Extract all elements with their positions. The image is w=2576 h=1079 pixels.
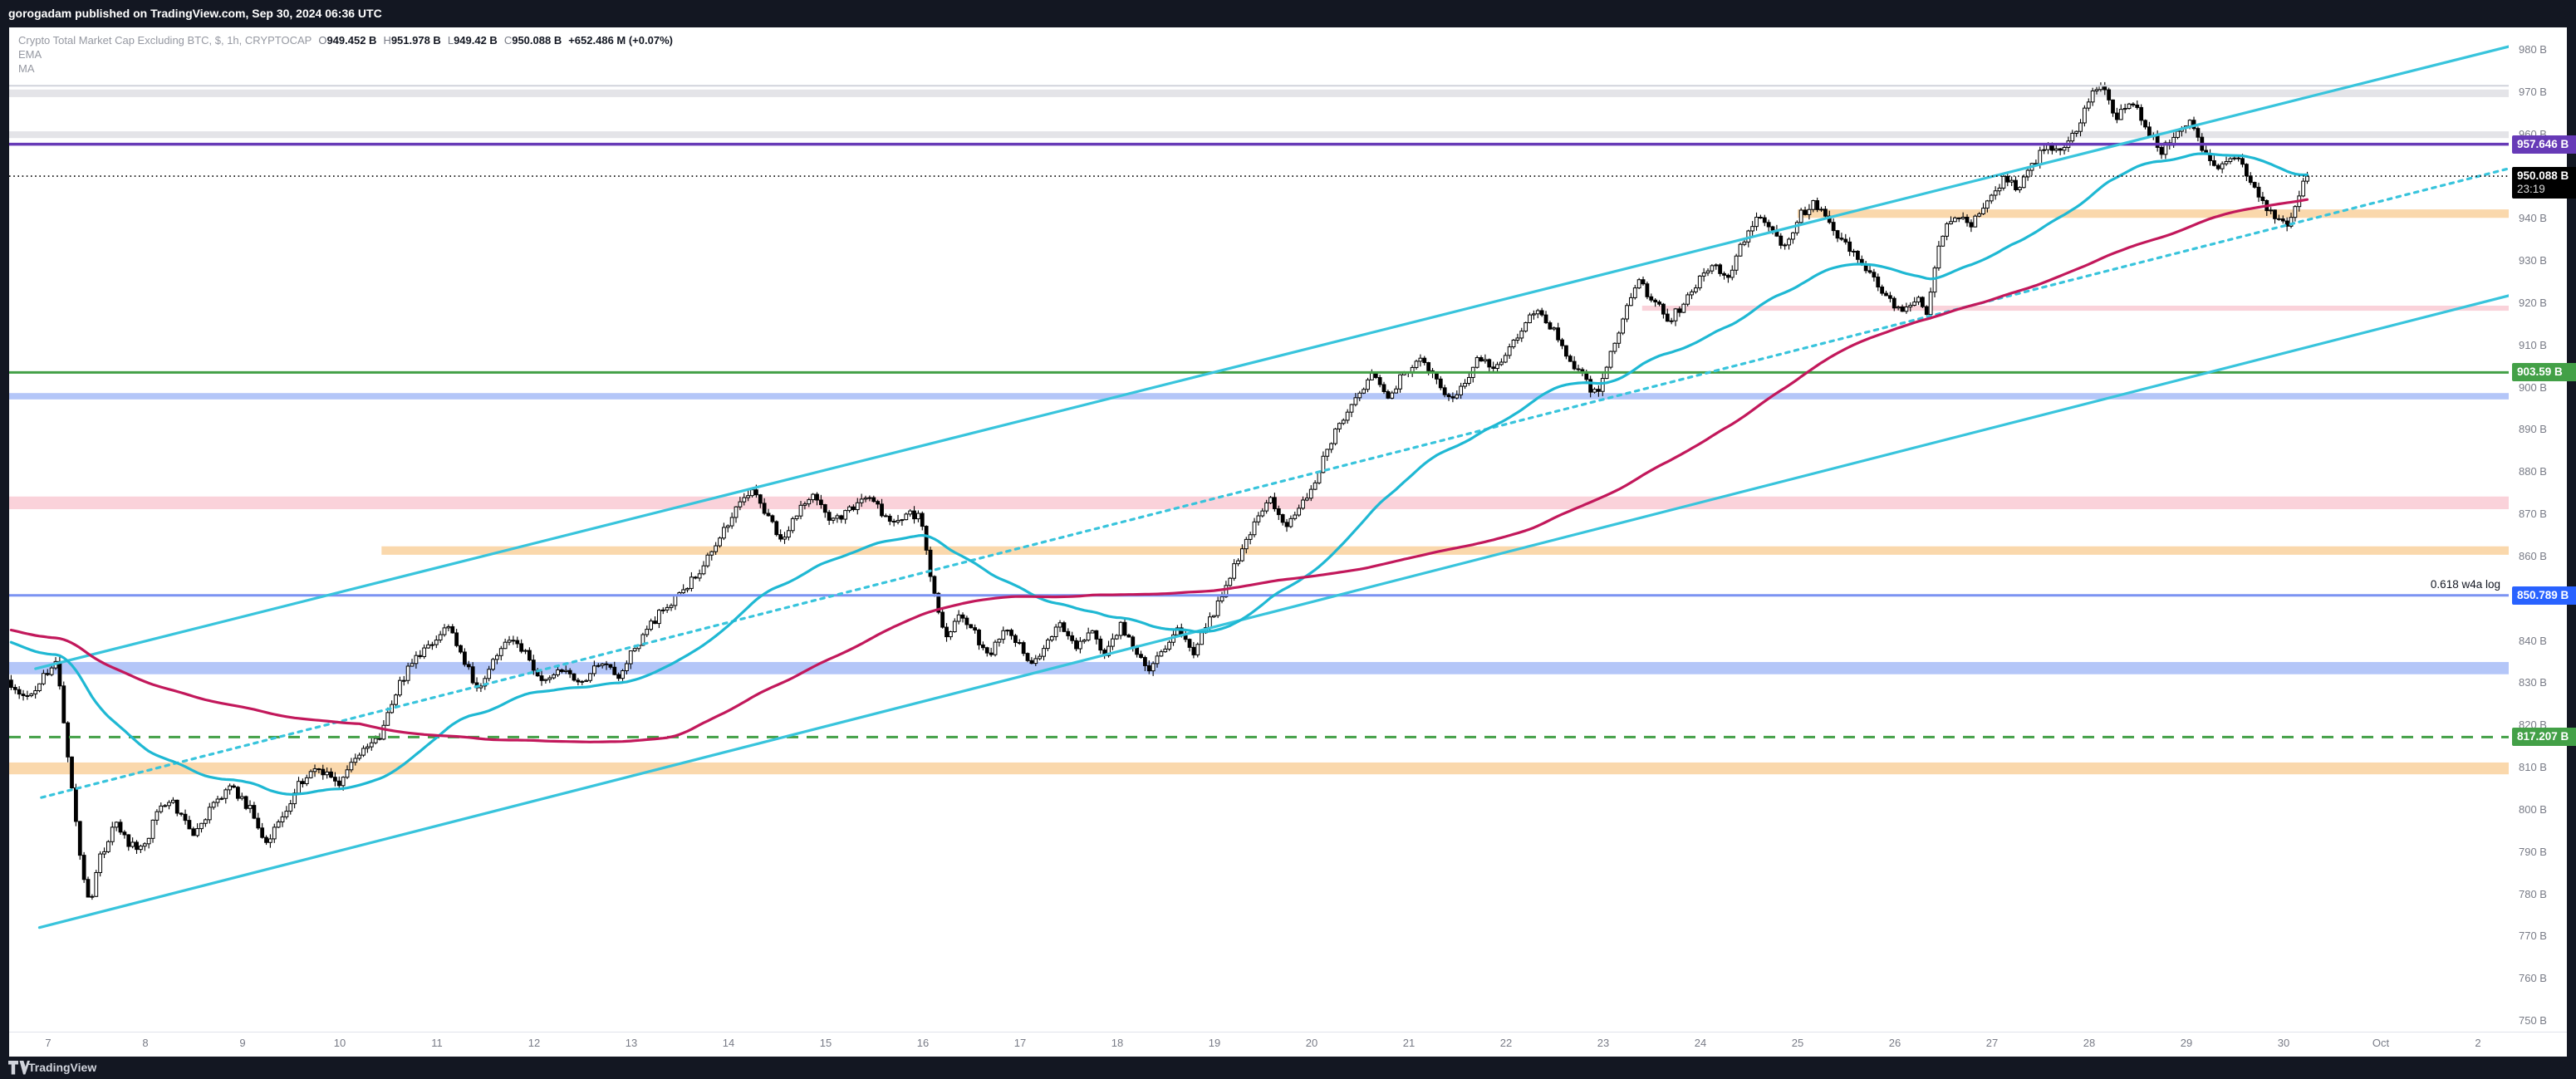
zone-blue (9, 393, 2509, 400)
zone-gray (9, 89, 2509, 97)
time-tick-28: 28 (2083, 1037, 2096, 1049)
price-tick-790: 790 B (2519, 845, 2547, 858)
channel-median-dotted[interactable] (40, 167, 2510, 799)
legend-ohlc-values: O949.452 B H951.978 B L949.42 B C950.088 B +… (312, 34, 673, 47)
price-label-chip-903.59B: 903.59 B (2512, 363, 2576, 382)
price-tick-880: 880 B (2519, 465, 2547, 478)
horizontal-levels[interactable] (9, 85, 2509, 738)
time-tick-29: 29 (2180, 1037, 2193, 1049)
price-tick-890: 890 B (2519, 423, 2547, 436)
price-tick-920: 920 B (2519, 296, 2547, 309)
time-tick-9: 9 (239, 1037, 246, 1049)
zone-pink (9, 496, 2509, 509)
price-label-chip-950.088B: 950.088 B 23:19 (2512, 167, 2576, 199)
channel-lower-solid[interactable] (37, 294, 2509, 929)
price-label-chip-957.646B: 957.646 B (2512, 135, 2576, 154)
ohlc-value: 949.42 B (454, 34, 498, 47)
price-tick-750: 750 B (2519, 1013, 2547, 1027)
time-tick-25: 25 (1791, 1037, 1804, 1049)
price-tick-800: 800 B (2519, 802, 2547, 816)
time-tick-30: 30 (2277, 1037, 2290, 1049)
price-label-chip-850.789B: 850.789 B (2512, 586, 2576, 605)
price-tick-970: 970 B (2519, 85, 2547, 98)
price-tick-760: 760 B (2519, 972, 2547, 985)
time-tick-22: 22 (1499, 1037, 1513, 1049)
time-tick-16: 16 (916, 1037, 930, 1049)
price-tick-840: 840 B (2519, 634, 2547, 647)
time-tick-20: 20 (1305, 1037, 1318, 1049)
time-tick-14: 14 (722, 1037, 735, 1049)
candlestick-series (9, 81, 2309, 900)
time-tick-24: 24 (1694, 1037, 1707, 1049)
zone-orange (9, 762, 2509, 775)
price-tick-810: 810 B (2519, 761, 2547, 774)
time-tick-23: 23 (1597, 1037, 1610, 1049)
ohlc-value: 951.978 B (390, 34, 441, 47)
time-tick-12: 12 (527, 1037, 541, 1049)
ohlc-value: 949.452 B (326, 34, 377, 47)
time-tick-19: 19 (1208, 1037, 1221, 1049)
time-tick-27: 27 (1985, 1037, 1999, 1049)
legend-indicator-ma[interactable]: MA (18, 62, 35, 75)
time-tick-15: 15 (819, 1037, 832, 1049)
price-tick-980: 980 B (2519, 43, 2547, 56)
time-tick-13: 13 (625, 1037, 638, 1049)
publish-header: gorogadam published on TradingView.com, … (0, 0, 2576, 27)
tradingview-brand-text[interactable]: TradingView (28, 1061, 97, 1074)
support-resistance-zones (9, 89, 2509, 775)
symbol-title[interactable]: Crypto Total Market Cap Excluding BTC, $… (18, 34, 312, 47)
time-tick-21: 21 (1402, 1037, 1416, 1049)
trend-channel-lines[interactable] (34, 45, 2510, 929)
price-tick-900: 900 B (2519, 380, 2547, 394)
price-label-chip-817.207B: 817.207 B (2512, 728, 2576, 747)
fib-annotation-label: 0.618 w4a log (2430, 578, 2500, 591)
price-tick-830: 830 B (2519, 676, 2547, 689)
time-tick-8: 8 (142, 1037, 149, 1049)
ohlc-key: O (318, 34, 327, 47)
ohlc-key: H (383, 34, 391, 47)
zone-gray (9, 131, 2509, 139)
zone-blue (9, 661, 2509, 674)
footer-bar: TradingView (0, 1057, 2576, 1079)
price-tick-780: 780 B (2519, 887, 2547, 900)
price-tick-860: 860 B (2519, 549, 2547, 562)
time-tick-Oct: Oct (2372, 1037, 2390, 1049)
chart-plot-background (9, 27, 2567, 1057)
channel-upper-solid[interactable] (34, 45, 2510, 670)
zone-pink (1641, 306, 2509, 311)
price-tick-870: 870 B (2519, 508, 2547, 521)
price-tick-930: 930 B (2519, 254, 2547, 267)
zone-orange (1798, 209, 2509, 218)
chart-legend[interactable]: Crypto Total Market Cap Excluding BTC, $… (18, 33, 673, 76)
time-tick-2: 2 (2475, 1037, 2481, 1049)
ohlc-value: 950.088 B (512, 34, 562, 47)
time-tick-17: 17 (1013, 1037, 1027, 1049)
publish-header-text: gorogadam published on TradingView.com, … (8, 7, 382, 20)
price-tick-940: 940 B (2519, 212, 2547, 225)
moving-average-lines (9, 152, 2309, 796)
legend-symbol-row[interactable]: Crypto Total Market Cap Excluding BTC, $… (18, 33, 673, 47)
ohlc-key: C (503, 34, 513, 47)
ohlc-key: L (447, 34, 454, 47)
time-tick-7: 7 (45, 1037, 52, 1049)
ohlc-value: +652.486 M (+0.07%) (568, 34, 673, 47)
time-tick-18: 18 (1111, 1037, 1124, 1049)
price-tick-770: 770 B (2519, 929, 2547, 943)
time-tick-11: 11 (431, 1037, 443, 1049)
legend-indicator-ema[interactable]: EMA (18, 48, 42, 61)
time-tick-10: 10 (333, 1037, 346, 1049)
tradingview-logo-icon[interactable] (8, 1061, 30, 1075)
time-tick-26: 26 (1888, 1037, 1901, 1049)
price-tick-910: 910 B (2519, 338, 2547, 351)
